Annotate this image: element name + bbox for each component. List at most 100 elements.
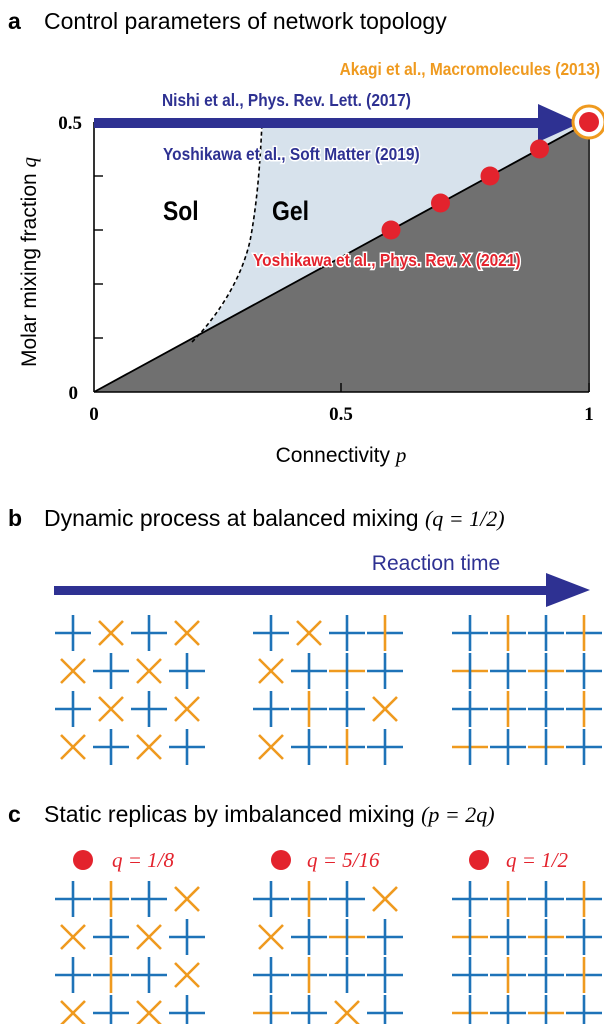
panel-a: a Control parameters of network topology… [8, 8, 604, 467]
bonded-monomer [566, 957, 602, 993]
x-tick-label-2: 1 [584, 404, 594, 425]
ref-yoshikawa-2019: Yoshikawa et al., Soft Matter (2019) [163, 144, 420, 164]
bonded-monomer [253, 995, 289, 1024]
x-monomer [296, 620, 322, 646]
replica-dot-1 [73, 850, 93, 870]
plus-monomer [169, 919, 205, 955]
plus-monomer [169, 653, 205, 689]
plus-monomer [566, 919, 602, 955]
x-monomer [372, 696, 398, 722]
bonded-monomer [291, 957, 327, 993]
plus-monomer [528, 691, 564, 727]
reaction-time-arrow [54, 573, 590, 607]
plus-monomer [329, 615, 365, 651]
x-monomer [258, 924, 284, 950]
bonded-monomer [329, 653, 365, 689]
plus-monomer [329, 881, 365, 917]
plus-monomer [93, 919, 129, 955]
bonded-monomer [329, 729, 365, 765]
lattice-b-1 [55, 615, 205, 765]
plus-monomer [490, 729, 526, 765]
plus-monomer [452, 615, 488, 651]
diagonal-line [93, 121, 590, 393]
x-monomer [60, 924, 86, 950]
y-tick-label-1: 0.5 [58, 113, 82, 134]
bonded-monomer [528, 919, 564, 955]
plus-monomer [329, 957, 365, 993]
plus-monomer [253, 615, 289, 651]
panel-b-title: Dynamic process at balanced mixing [44, 505, 419, 531]
plus-monomer [55, 957, 91, 993]
bonded-monomer [566, 881, 602, 917]
bonded-monomer [452, 729, 488, 765]
replica-dot-3 [469, 850, 489, 870]
y-ticks [94, 175, 103, 339]
bonded-monomer [291, 691, 327, 727]
y-axis-label: Molar mixing fraction q [17, 156, 41, 367]
plus-monomer [93, 995, 129, 1024]
y-axis-label-var: q [17, 156, 41, 167]
plus-monomer [253, 691, 289, 727]
plus-monomer [490, 653, 526, 689]
panel-a-title: Control parameters of network topology [44, 8, 447, 34]
lattice-c-1 [55, 881, 205, 1024]
x-monomer [136, 658, 162, 684]
plus-monomer [367, 957, 403, 993]
plus-monomer [566, 995, 602, 1024]
plus-monomer [291, 919, 327, 955]
plus-monomer [490, 919, 526, 955]
x-monomer [174, 696, 200, 722]
bonded-monomer [528, 995, 564, 1024]
panel-b-lattices [55, 615, 602, 765]
data-point [579, 112, 599, 132]
x-monomer [60, 658, 86, 684]
x-axis-label: Connectivity p [276, 443, 407, 467]
replica-dot-2 [271, 850, 291, 870]
data-point [480, 166, 500, 186]
nishi-arrow [94, 104, 580, 142]
x-monomer [136, 924, 162, 950]
gel-label: Gel [272, 196, 309, 226]
bonded-monomer [566, 691, 602, 727]
plus-monomer [367, 995, 403, 1024]
plus-monomer [93, 729, 129, 765]
plus-monomer [169, 729, 205, 765]
plus-monomer [490, 995, 526, 1024]
plus-monomer [367, 653, 403, 689]
plus-monomer [367, 919, 403, 955]
plus-monomer [452, 691, 488, 727]
plus-monomer [528, 881, 564, 917]
panel-b-title-line: Dynamic process at balanced mixing (q = … [44, 505, 505, 531]
bonded-monomer [452, 995, 488, 1024]
x-monomer [136, 734, 162, 760]
panel-c-title-line: Static replicas by imbalanced mixing (p … [44, 801, 495, 827]
panel-c-title: Static replicas by imbalanced mixing [44, 801, 415, 827]
x-monomer [60, 734, 86, 760]
y-tick-label-0: 0 [69, 383, 79, 404]
x-monomer [174, 886, 200, 912]
panel-c: c Static replicas by imbalanced mixing (… [8, 801, 602, 1024]
plus-monomer [55, 881, 91, 917]
lattice-b-2 [253, 615, 403, 765]
data-point [431, 193, 450, 213]
panel-b-math: (q = 1/2) [425, 506, 505, 531]
panel-a-letter: a [8, 8, 21, 34]
y-axis-label-text: Molar mixing fraction [18, 173, 41, 367]
plus-monomer [55, 615, 91, 651]
plus-monomer [253, 881, 289, 917]
bonded-monomer [566, 615, 602, 651]
bonded-monomer [329, 919, 365, 955]
plus-monomer [55, 691, 91, 727]
ref-nishi: Nishi et al., Phys. Rev. Lett. (2017) [162, 90, 411, 110]
replica-label-3: q = 1/2 [506, 848, 569, 872]
x-monomer [98, 696, 124, 722]
panel-c-math: (p = 2q) [421, 802, 495, 827]
data-points [381, 104, 604, 240]
plus-monomer [566, 653, 602, 689]
ref-akagi: Akagi et al., Macromolecules (2013) [340, 59, 600, 79]
plus-monomer [131, 881, 167, 917]
plus-monomer [131, 957, 167, 993]
plus-monomer [528, 957, 564, 993]
replica-label-2: q = 5/16 [307, 848, 380, 872]
